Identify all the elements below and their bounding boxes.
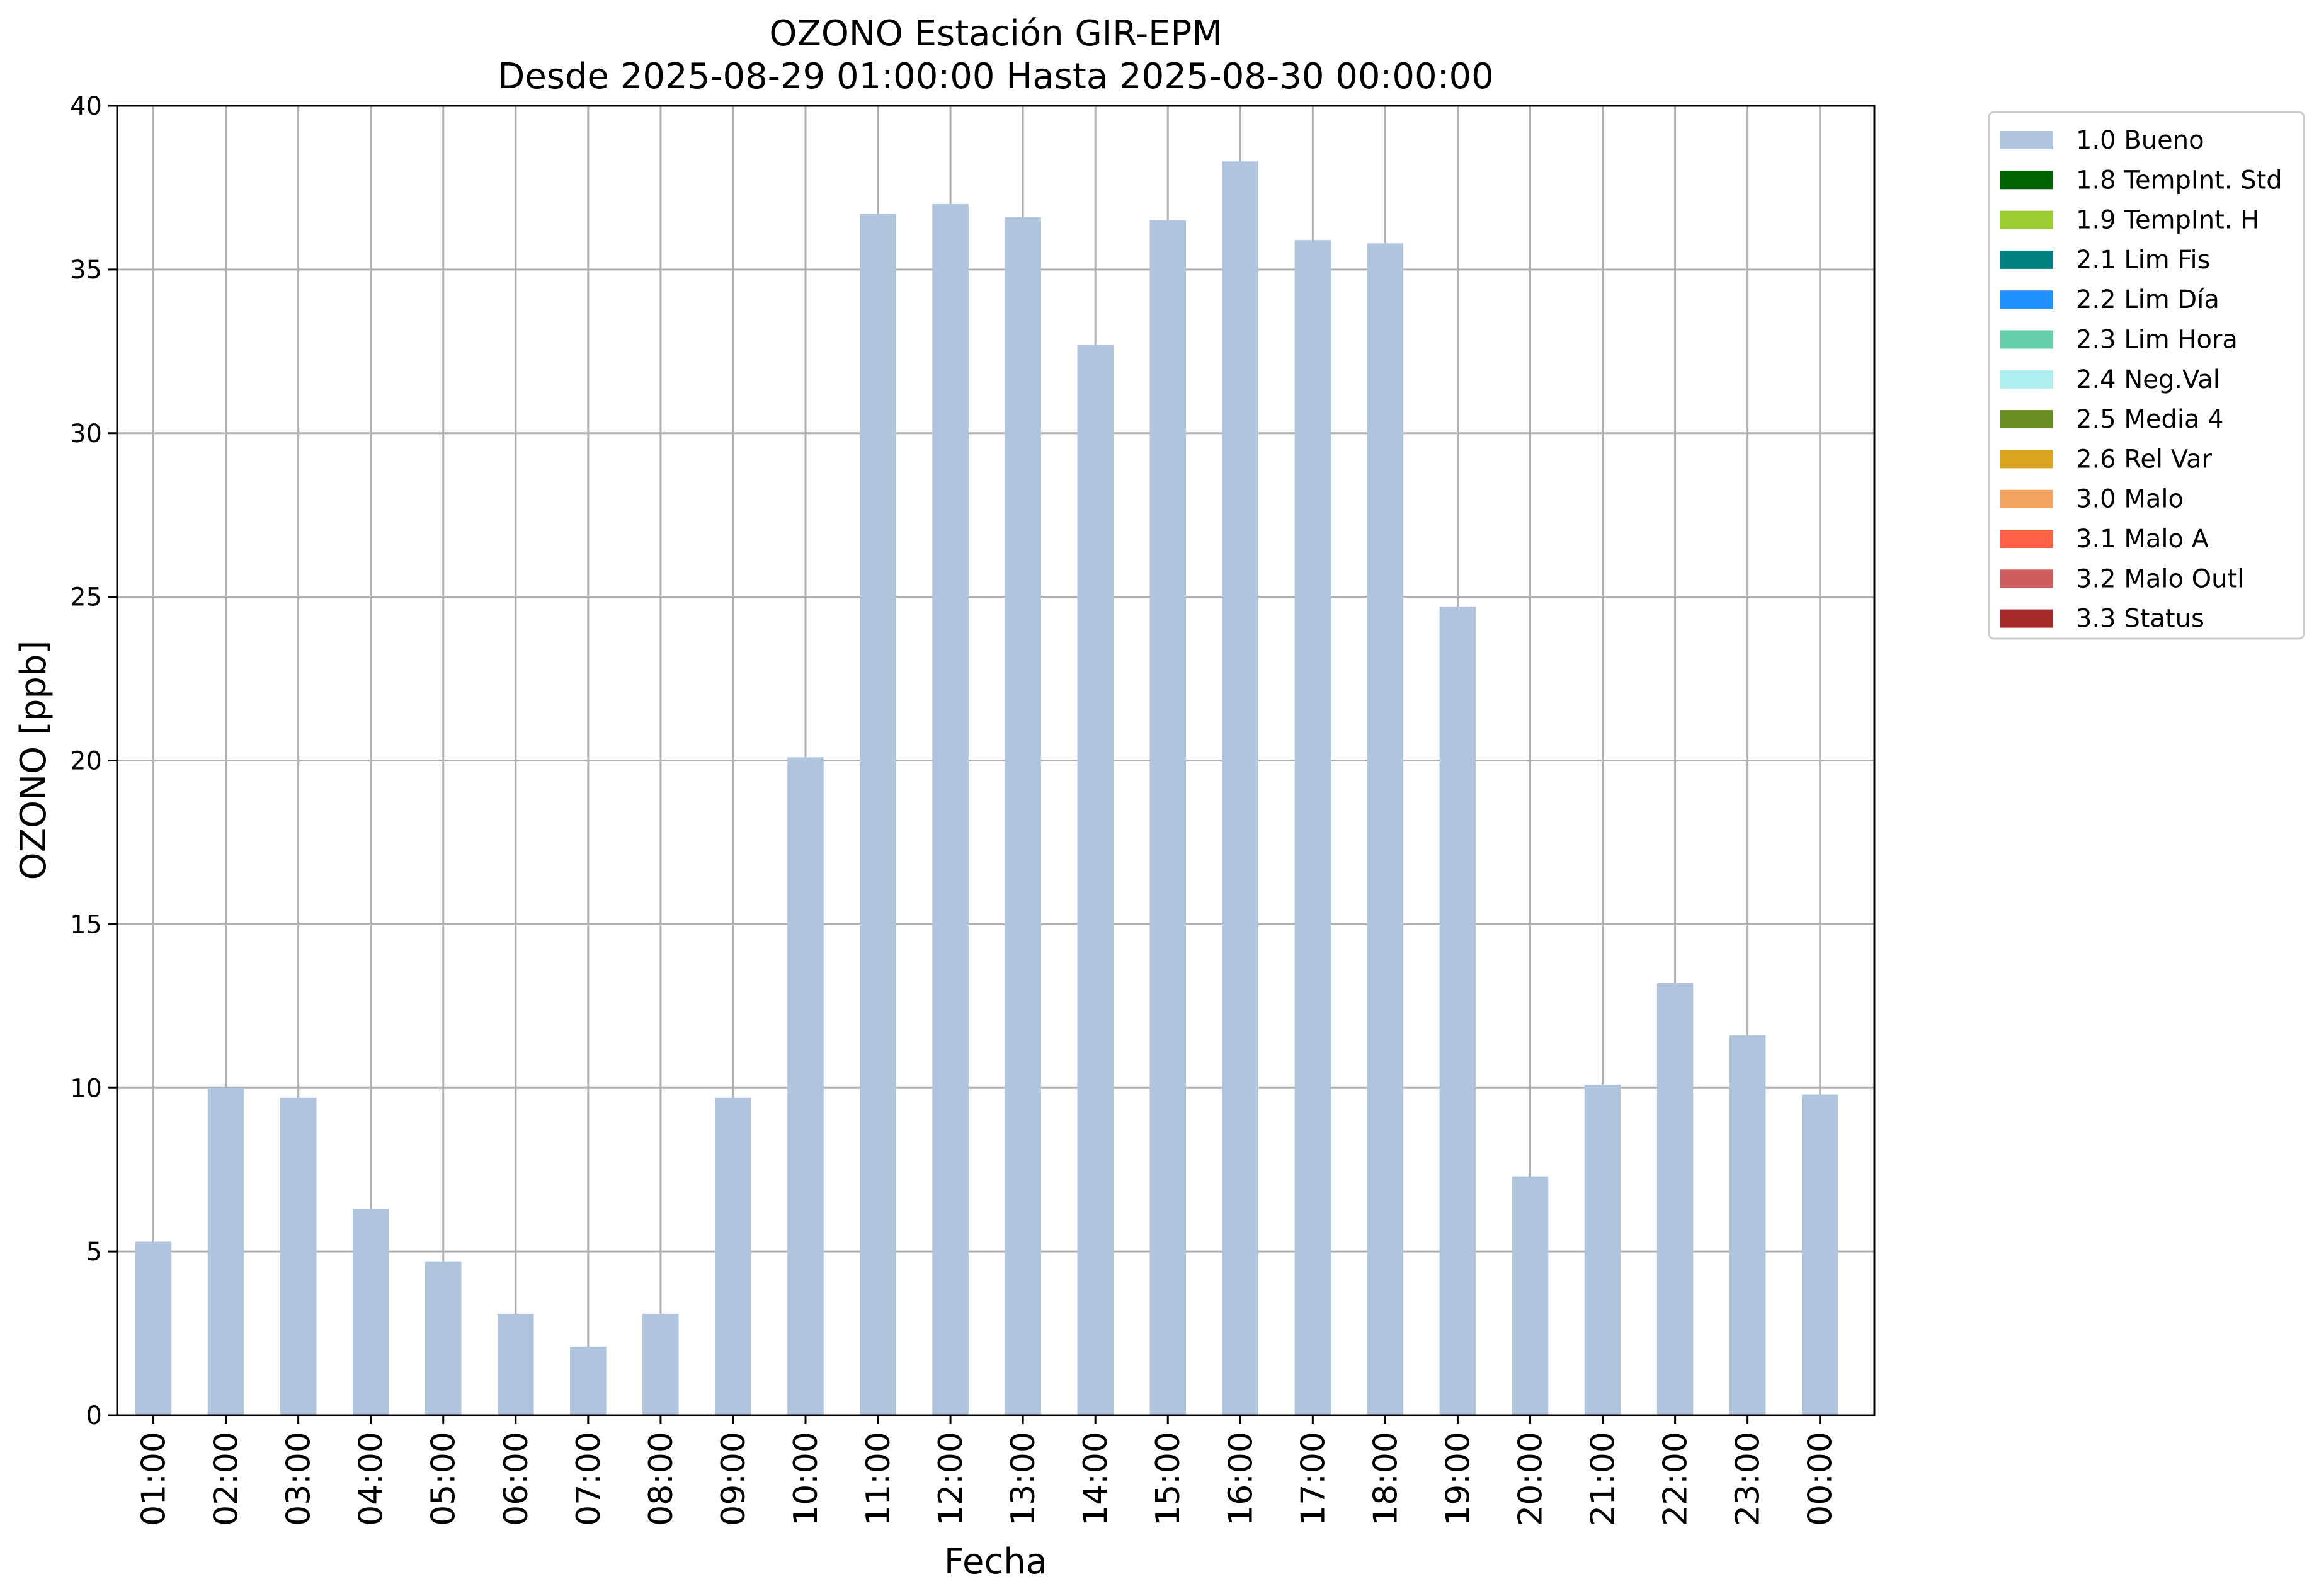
x-tick-label: 20:00: [1512, 1432, 1550, 1526]
legend-label: 2.6 Rel Var: [2076, 445, 2213, 474]
x-tick-label: 12:00: [932, 1432, 970, 1526]
bar-2200: [1656, 983, 1694, 1415]
y-tick-label: 20: [70, 747, 102, 776]
x-tick-label: 07:00: [570, 1432, 608, 1526]
y-tick-label: 0: [86, 1401, 102, 1430]
bar-1400: [1077, 345, 1114, 1415]
bars: [135, 161, 1838, 1416]
bar-2000: [1512, 1176, 1549, 1415]
x-tick-label: 11:00: [860, 1432, 897, 1526]
bar-1700: [1294, 240, 1331, 1415]
legend-swatch: [2000, 171, 2053, 190]
legend-swatch: [2000, 530, 2053, 548]
x-tick-label: 01:00: [135, 1432, 173, 1526]
x-tick-label: 04:00: [353, 1432, 390, 1526]
legend-label: 3.2 Malo Outl: [2076, 564, 2244, 593]
bar-1500: [1149, 220, 1187, 1416]
legend-swatch: [2000, 250, 2053, 269]
bar-1200: [932, 203, 969, 1415]
legend-label: 2.1 Lim Fis: [2076, 246, 2210, 275]
x-tick-label: 06:00: [498, 1432, 535, 1526]
bar-0000: [1801, 1094, 1838, 1415]
x-tick-label: 13:00: [1005, 1432, 1042, 1526]
legend-swatch: [2000, 410, 2053, 429]
bar-0400: [352, 1209, 389, 1415]
y-axis-label: OZONO [ppb]: [13, 641, 54, 881]
x-tick-label: 09:00: [715, 1432, 753, 1526]
legend-swatch: [2000, 489, 2053, 508]
x-tick-label: 02:00: [208, 1432, 246, 1526]
y-tick-label: 5: [86, 1238, 102, 1267]
bar-2100: [1584, 1085, 1621, 1415]
x-tick-label: 15:00: [1149, 1432, 1187, 1526]
legend-frame: [1988, 111, 2305, 640]
legend-label: 2.3 Lim Hora: [2076, 326, 2238, 355]
x-tick-label: 08:00: [642, 1432, 680, 1526]
bar-0600: [498, 1313, 534, 1415]
x-tick-label: 18:00: [1367, 1432, 1405, 1526]
legend-swatch: [2000, 330, 2053, 349]
x-tick-label: 22:00: [1657, 1432, 1695, 1526]
bar-2300: [1729, 1035, 1766, 1415]
x-tick-label: 23:00: [1729, 1432, 1767, 1526]
legend-label: 1.8 TempInt. Std: [2076, 166, 2282, 195]
y-tick-label: 10: [70, 1074, 102, 1103]
x-tick-label: 05:00: [425, 1432, 463, 1526]
bar-0300: [280, 1097, 317, 1415]
legend-label: 2.5 Media 4: [2076, 405, 2224, 434]
legend-label: 2.4 Neg.Val: [2076, 365, 2220, 394]
bar-0900: [715, 1097, 751, 1415]
bar-1900: [1439, 607, 1476, 1415]
x-tick-label: 19:00: [1439, 1432, 1477, 1526]
legend-swatch: [2000, 450, 2053, 469]
legend-swatch: [2000, 569, 2053, 588]
x-axis-ticks: 01:00 02:00 03:00 04:00 05:00 06:00 07:00 08:00…: [135, 1415, 1840, 1526]
y-tick-label: 40: [70, 92, 102, 121]
bar-1300: [1005, 217, 1041, 1416]
legend-swatch: [2000, 290, 2053, 309]
x-tick-label: 10:00: [787, 1432, 825, 1526]
legend-swatch: [2000, 609, 2053, 628]
bar-1600: [1222, 161, 1259, 1415]
x-tick-label: 00:00: [1802, 1432, 1840, 1526]
bar-0800: [642, 1313, 679, 1415]
y-tick-label: 25: [70, 583, 102, 612]
bar-1000: [787, 757, 824, 1415]
legend-label: 3.3 Status: [2076, 605, 2204, 634]
y-tick-label: 15: [70, 910, 102, 939]
legend-swatch: [2000, 210, 2053, 229]
legend-label: 2.2 Lim Día: [2076, 285, 2219, 314]
legend-label: 3.1 Malo A: [2076, 525, 2209, 554]
x-tick-label: 14:00: [1077, 1432, 1115, 1526]
bar-0500: [424, 1261, 462, 1415]
legend-label: 1.9 TempInt. H: [2076, 206, 2259, 235]
legend-label: 3.0 Malo: [2076, 485, 2184, 514]
bar-0200: [207, 1088, 244, 1415]
chart-title: OZONO Estación GIR-EPM: [769, 13, 1222, 54]
y-axis-ticks: 0 5 10 15 20 25 30 35 40: [70, 92, 117, 1430]
bar-0700: [570, 1346, 607, 1415]
x-tick-label: 21:00: [1585, 1432, 1622, 1526]
legend-swatch: [2000, 370, 2053, 389]
legend-label: 1.0 Bueno: [2076, 126, 2204, 155]
bar-0100: [135, 1241, 172, 1415]
x-axis-label: Fecha: [944, 1541, 1047, 1582]
y-tick-label: 30: [70, 419, 102, 448]
x-tick-label: 16:00: [1222, 1432, 1260, 1526]
y-tick-label: 35: [70, 256, 102, 285]
legend-items: 1.0 Bueno 1.8 TempInt. Std 1.9 TempInt. H 2…: [2000, 126, 2282, 634]
x-tick-label: 03:00: [280, 1432, 318, 1526]
chart-subtitle: Desde 2025-08-29 01:00:00 Hasta 2025-08-…: [498, 56, 1494, 97]
bar-1800: [1367, 243, 1404, 1415]
legend-swatch: [2000, 131, 2053, 149]
x-tick-label: 17:00: [1294, 1432, 1332, 1526]
bar-1100: [860, 214, 896, 1416]
legend: 1.0 Bueno 1.8 TempInt. Std 1.9 TempInt. H 2…: [1988, 111, 2305, 640]
